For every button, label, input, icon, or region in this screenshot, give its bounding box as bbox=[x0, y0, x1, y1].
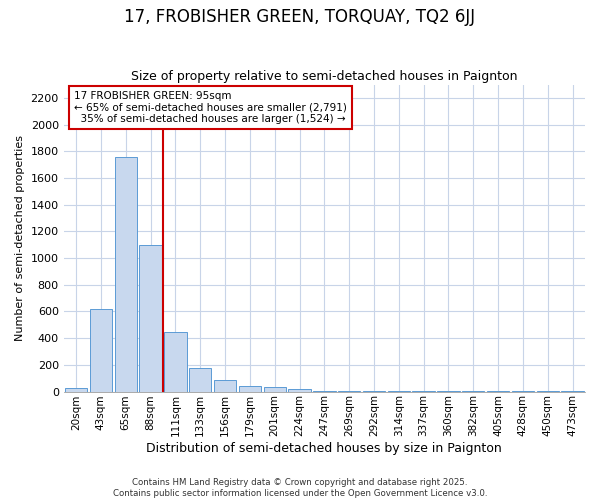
Text: 17 FROBISHER GREEN: 95sqm
← 65% of semi-detached houses are smaller (2,791)
  35: 17 FROBISHER GREEN: 95sqm ← 65% of semi-… bbox=[74, 91, 347, 124]
Bar bbox=[214, 380, 236, 392]
X-axis label: Distribution of semi-detached houses by size in Paignton: Distribution of semi-detached houses by … bbox=[146, 442, 502, 455]
Bar bbox=[313, 391, 335, 392]
Bar bbox=[65, 388, 87, 392]
Bar bbox=[263, 387, 286, 392]
Bar bbox=[115, 156, 137, 392]
Title: Size of property relative to semi-detached houses in Paignton: Size of property relative to semi-detach… bbox=[131, 70, 518, 84]
Bar bbox=[164, 332, 187, 392]
Text: Contains HM Land Registry data © Crown copyright and database right 2025.
Contai: Contains HM Land Registry data © Crown c… bbox=[113, 478, 487, 498]
Bar bbox=[90, 310, 112, 392]
Text: 17, FROBISHER GREEN, TORQUAY, TQ2 6JJ: 17, FROBISHER GREEN, TORQUAY, TQ2 6JJ bbox=[124, 8, 476, 26]
Bar bbox=[239, 386, 261, 392]
Bar bbox=[289, 389, 311, 392]
Y-axis label: Number of semi-detached properties: Number of semi-detached properties bbox=[15, 135, 25, 341]
Bar bbox=[189, 368, 211, 392]
Bar bbox=[139, 245, 162, 392]
